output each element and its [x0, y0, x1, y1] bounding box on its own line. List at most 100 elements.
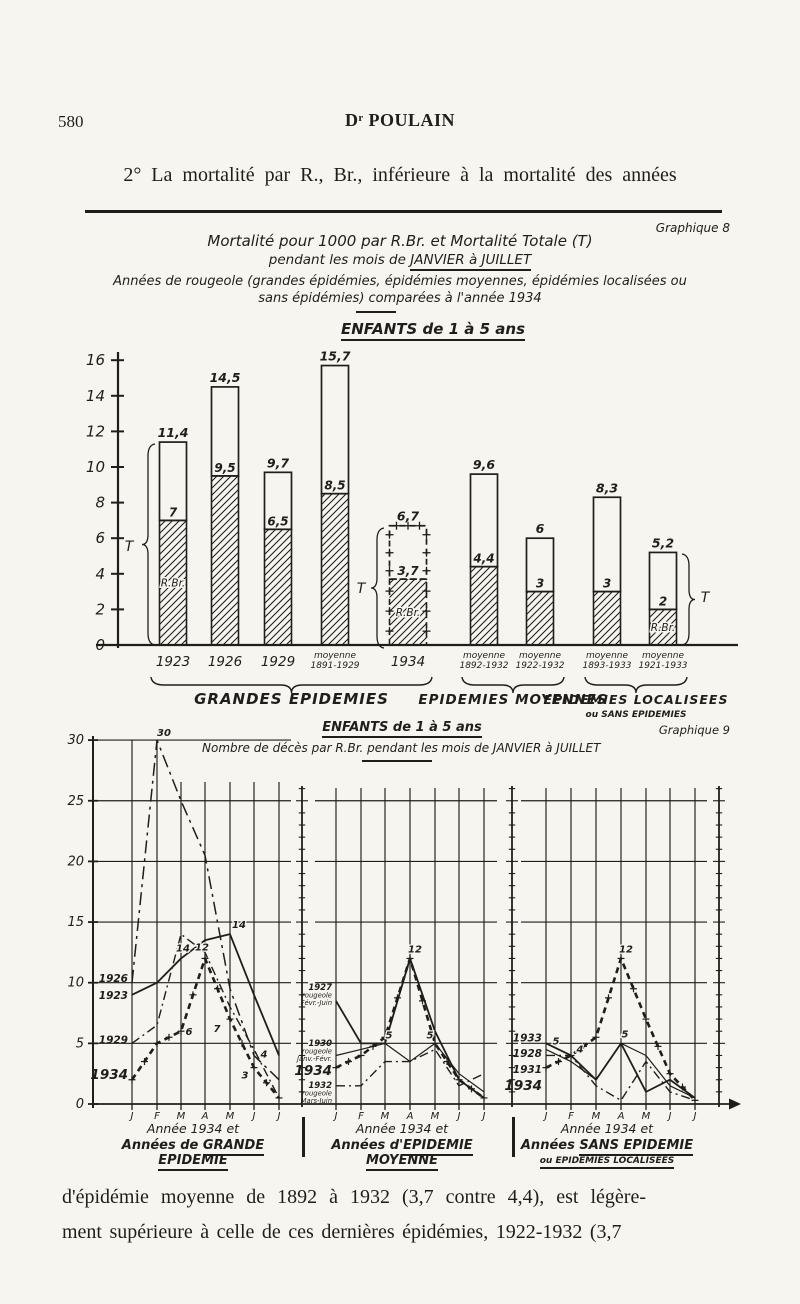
series-1923	[131, 933, 280, 1056]
series-label: 1934	[294, 1063, 332, 1079]
graphique-9-line-charts: 0 5 10 15 20 25 30 J F M A M J J 1926 1923 1929 1934 30 14 1…	[67, 727, 741, 1122]
group-brace	[584, 676, 688, 694]
point-label: 5	[622, 1029, 629, 1040]
graphique-9-title: ENFANTS de 1 à 5 ans	[102, 720, 702, 738]
bar-rbr-text: R.Br.	[396, 607, 421, 619]
series-1926	[131, 739, 280, 1081]
caption-line2-underlined: GRANDE EPIDEMIE	[158, 1138, 265, 1171]
point-label: 12	[195, 942, 209, 953]
bar-category-label: 1892-1932	[459, 661, 508, 671]
bar-rbr-label: 2	[659, 594, 667, 608]
series-label: 1930	[308, 1039, 332, 1049]
series-label: 1932	[308, 1081, 332, 1091]
point-label: 5	[553, 1036, 560, 1047]
graphique-8-subtitle-months: pendant les mois de JANVIER à JUILLET	[100, 252, 700, 271]
t-brace	[370, 527, 385, 649]
line-y-tick-label: 20	[67, 854, 84, 869]
bar-category-label: moyenne	[642, 651, 685, 661]
month-label: J	[456, 1111, 461, 1122]
group-label: EPIDEMIES LOCALISEES	[544, 692, 729, 707]
caption-divider	[512, 1117, 515, 1157]
top-rule	[85, 210, 722, 213]
month-label: J	[481, 1111, 486, 1122]
line-y-tick-label: 0	[76, 1097, 84, 1112]
caption-line2-underlined: EPIDEMIE MOYENNE	[366, 1138, 473, 1171]
point-label: 5	[427, 1030, 434, 1041]
bar-y-tick-label: 14	[86, 387, 105, 405]
graphique-8-subtitle-underlined: JANVIER à JUILLET	[410, 252, 532, 271]
series-label: 1929	[99, 1035, 128, 1047]
bar-category-label: moyenne	[519, 651, 562, 661]
bar-1929: 9,7 6,5 1929	[261, 455, 295, 670]
month-label: J	[333, 1111, 338, 1122]
bar-y-tick-label: 16	[86, 351, 105, 369]
graphique-9-tag: Graphique 9	[658, 723, 730, 737]
bar-rbr-label: 3,7	[397, 564, 419, 578]
caption-line3-text: ou EPIDEMIES LOCALISEES	[539, 1156, 675, 1169]
t-label: T	[701, 590, 711, 606]
section-heading: 2° La mortalité par R., Br., inférieure …	[123, 164, 677, 186]
bar-category-label: 1934	[391, 654, 425, 670]
caption-line2: Années SANS EPIDEMIE	[517, 1138, 697, 1156]
point-label: 7	[214, 1024, 221, 1035]
footer-text-line2: ment supérieure à celle de ces dernières…	[62, 1221, 622, 1243]
bar-1934: 6,7 3,7 R.Br. 1934	[385, 509, 431, 670]
series-label: rougeole	[302, 1047, 332, 1055]
series-label: 1923	[99, 990, 128, 1002]
bar-category-label: 1922-1932	[515, 661, 564, 671]
group-brace	[150, 676, 433, 694]
age-band-title-text: ENFANTS de 1 à 5 ans	[340, 320, 526, 341]
point-label: 30	[157, 728, 171, 739]
bar-y-tick-label: 4	[95, 565, 105, 583]
bar-total-label: 8,3	[596, 480, 618, 495]
month-label: A	[406, 1111, 414, 1122]
month-label: M	[642, 1111, 651, 1122]
bar-y-tick-label: 0	[95, 636, 105, 654]
bar-rbr-text: R.Br.	[161, 578, 186, 590]
month-label: J	[251, 1111, 256, 1122]
point-label: 4	[576, 1044, 584, 1055]
bar-category-label: 1891-1929	[310, 661, 359, 671]
caption-line1: Année 1934 et	[146, 1121, 240, 1136]
bar-rbr-label: 3	[536, 577, 544, 591]
bar-category-label: 1926	[208, 654, 242, 670]
series-label: 1928	[513, 1048, 542, 1060]
bar-y-tick-label: 10	[86, 458, 105, 476]
bar-rbr-label: 7	[169, 505, 178, 519]
point-label: 4	[260, 1049, 268, 1060]
bar-category-label: moyenne	[586, 651, 629, 661]
graphique-8-subtitle-pre: pendant les mois de	[268, 252, 411, 268]
month-label: J	[129, 1111, 134, 1122]
bar-total-label: 6	[536, 521, 545, 536]
group-brace	[461, 676, 565, 694]
t-label: T	[357, 581, 367, 597]
bar-category-label: moyenne	[314, 651, 357, 661]
month-label: M	[177, 1111, 186, 1122]
bar-rbr-label: 8,5	[324, 479, 345, 493]
month-label: J	[276, 1111, 281, 1122]
bar-rbr-label: 3	[603, 577, 611, 591]
line-chart-grande-epidemie: J F M A M J J 1926 1923 1929 1934 30 14 14 12 6 7 34	[90, 727, 291, 1122]
series-label: 1933	[513, 1032, 542, 1044]
bar-total-label: 14,5	[210, 370, 241, 385]
page-number: 580	[58, 112, 84, 131]
bar-y-tick-label: 2	[95, 600, 105, 618]
line-y-tick-label: 30	[67, 733, 84, 748]
month-label: M	[592, 1111, 601, 1122]
caption-line2: Années de GRANDE EPIDEMIE	[103, 1138, 283, 1171]
footer-text-line1: d'épidémie moyenne de 1892 à 1932 (3,7 c…	[62, 1186, 646, 1208]
series-label: 1934	[504, 1078, 542, 1094]
graphique-8-note-line1: Années de rougeole (grandes épidémies, é…	[113, 274, 687, 289]
month-label: F	[568, 1111, 574, 1122]
t-brace	[141, 443, 156, 646]
series-label: Mars-Juin	[301, 1097, 332, 1105]
group-sublabel: ou SANS EPIDEMIES	[586, 710, 687, 720]
note-underline-rule	[356, 311, 396, 313]
axis-arrow	[729, 1098, 741, 1110]
bar-y-tick-label: 6	[95, 529, 105, 547]
